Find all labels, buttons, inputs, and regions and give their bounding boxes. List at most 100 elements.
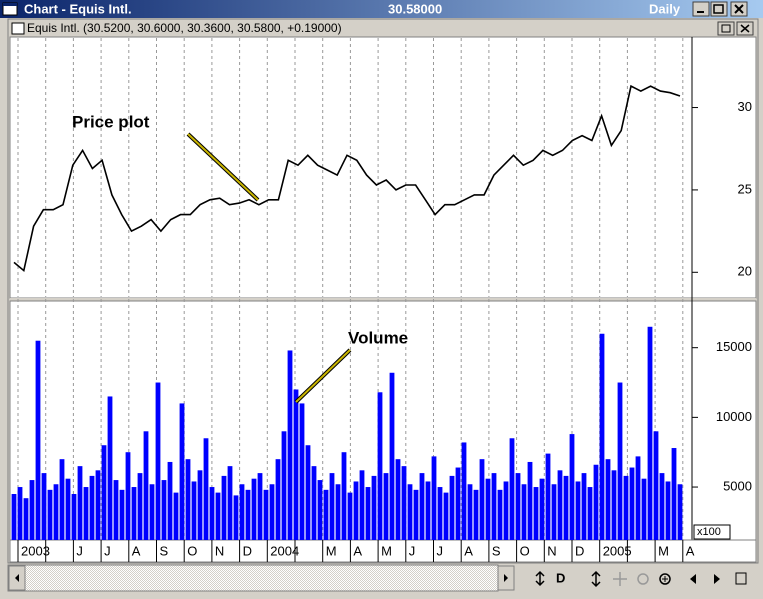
volume-bar xyxy=(491,473,497,540)
volume-bar xyxy=(113,480,119,540)
volume-bar xyxy=(83,487,89,540)
sub-icon xyxy=(11,22,25,35)
tool-move[interactable] xyxy=(613,572,627,586)
volume-bar xyxy=(383,473,389,540)
tool-vertical[interactable] xyxy=(591,570,601,588)
tool-period[interactable]: D xyxy=(556,570,565,585)
volume-bar xyxy=(551,484,557,540)
month-label: O xyxy=(187,543,197,558)
volume-bar xyxy=(143,431,149,540)
y-tick-label: 10000 xyxy=(716,409,752,424)
minimize-button[interactable] xyxy=(692,1,710,17)
volume-bar xyxy=(29,480,35,540)
volume-bar xyxy=(251,478,257,540)
volume-bar xyxy=(17,487,23,540)
month-label: N xyxy=(215,543,224,558)
y-tick-label: 20 xyxy=(738,264,752,279)
volume-bar xyxy=(377,392,383,540)
volume-bar xyxy=(323,489,329,540)
month-label: J xyxy=(76,543,83,558)
tool-next[interactable] xyxy=(714,574,720,584)
month-label: D xyxy=(243,543,252,558)
volume-bar xyxy=(149,484,155,540)
volume-bar xyxy=(161,480,167,540)
volume-bar xyxy=(623,475,629,540)
volume-bar xyxy=(77,466,83,540)
tool-menu[interactable] xyxy=(735,572,747,585)
volume-annotation: Volume xyxy=(348,328,408,347)
month-label: S xyxy=(160,543,169,558)
y-tick-label: 5000 xyxy=(723,478,752,493)
volume-bar xyxy=(89,475,95,540)
window-title: Chart - Equis Intl. xyxy=(24,1,132,16)
volume-bar xyxy=(527,461,533,540)
window-icon-bar xyxy=(3,3,17,6)
volume-bar xyxy=(647,326,653,540)
volume-bar xyxy=(467,484,473,540)
tool-zoom-in[interactable] xyxy=(659,573,671,585)
volume-bar xyxy=(635,456,641,540)
volume-bar xyxy=(95,470,101,540)
month-label: J xyxy=(409,543,416,558)
volume-bar xyxy=(65,478,71,540)
sub-restore-button[interactable] xyxy=(717,21,735,36)
month-label: 2005 xyxy=(603,543,632,558)
volume-bar xyxy=(665,481,671,540)
volume-bar xyxy=(449,475,455,540)
volume-bar xyxy=(677,484,683,540)
scrollbar[interactable] xyxy=(7,564,499,592)
volume-bar xyxy=(59,459,65,540)
volume-bar xyxy=(35,340,41,540)
month-label: S xyxy=(492,543,501,558)
volume-bar xyxy=(23,498,29,540)
tool-prev[interactable] xyxy=(690,574,696,584)
month-label: 2004 xyxy=(270,543,299,558)
volume-bar xyxy=(599,333,605,540)
volume-bar xyxy=(71,494,77,540)
tool-zoom-out[interactable] xyxy=(637,573,649,585)
sub-restore-glyph xyxy=(721,24,731,33)
volume-bar xyxy=(521,484,527,540)
volume-bar xyxy=(191,481,197,540)
volume-bar xyxy=(347,492,353,540)
scroll-right-glyph xyxy=(504,574,508,582)
volume-bar xyxy=(671,448,677,540)
volume-bar xyxy=(329,473,335,540)
volume-bar xyxy=(641,478,647,540)
month-label: A xyxy=(353,543,362,558)
volume-bar xyxy=(167,461,173,540)
volume-bar xyxy=(221,475,227,540)
volume-bar xyxy=(557,470,563,540)
volume-bar xyxy=(497,489,503,540)
tool-scale[interactable] xyxy=(535,570,545,587)
security-header: Equis Intl. (30.5200, 30.6000, 30.3600, … xyxy=(27,21,342,35)
volume-bar xyxy=(359,470,365,540)
volume-bar xyxy=(575,481,581,540)
volume-bar xyxy=(335,484,341,540)
volume-bar xyxy=(503,481,509,540)
volume-bar xyxy=(299,403,305,540)
y-tick-label: 15000 xyxy=(716,339,752,354)
volume-bar xyxy=(593,464,599,540)
volume-bar xyxy=(275,459,281,540)
volume-bar xyxy=(203,438,209,540)
y-tick-label: 30 xyxy=(738,99,752,114)
volume-bar xyxy=(257,473,263,540)
volume-bar xyxy=(137,473,143,540)
month-label: 2003 xyxy=(21,543,50,558)
price-panel xyxy=(9,36,757,299)
volume-bar xyxy=(533,487,539,540)
price-line xyxy=(13,84,681,273)
volume-bar xyxy=(107,396,113,540)
volume-bar xyxy=(53,484,59,540)
volume-bar xyxy=(119,489,125,540)
volume-bar xyxy=(281,431,287,540)
volume-bar xyxy=(611,470,617,540)
volume-bar xyxy=(155,382,161,540)
volume-bar xyxy=(563,475,569,540)
volume-arrow xyxy=(295,349,351,403)
volume-bar xyxy=(245,489,251,540)
window-buttons[interactable] xyxy=(692,1,748,17)
month-label: J xyxy=(437,543,444,558)
volume-bar xyxy=(443,492,449,540)
